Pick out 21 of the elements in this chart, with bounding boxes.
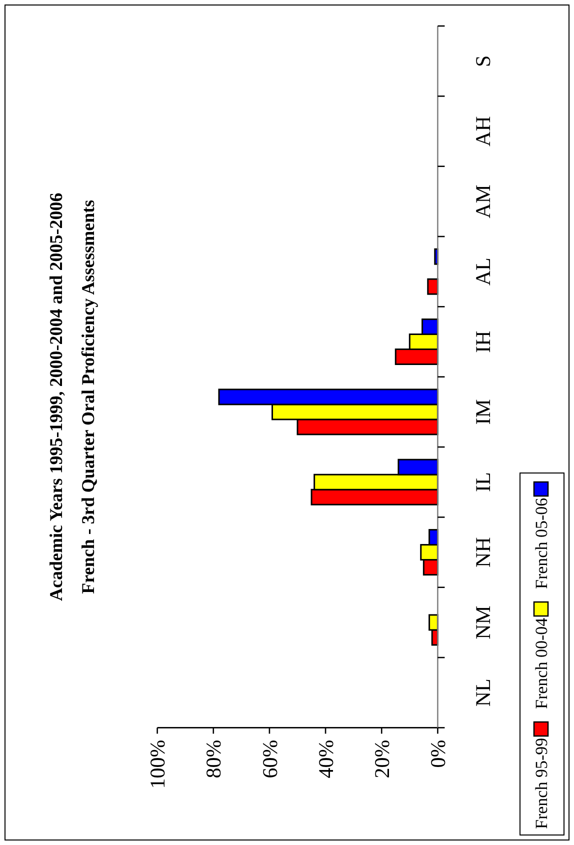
y-tick-label: IL (471, 472, 495, 492)
y-tick-label: S (471, 55, 495, 67)
y-tick-label: IH (471, 330, 495, 353)
text: French - 3rd Quarter Oral Proficiency Assessments (78, 200, 98, 594)
legend-label: French 95-99 (532, 738, 551, 829)
y-tick-label: AH (471, 116, 495, 146)
y-tick-label: IM (471, 398, 495, 425)
y-tick-label: AL (471, 258, 495, 286)
x-tick-label: 40% (314, 740, 338, 778)
x-tick-label: 100% (146, 740, 170, 789)
y-tick-label: NL (471, 678, 495, 707)
x-tick-label: 60% (258, 740, 282, 778)
y-tick-label: AM (471, 184, 495, 218)
x-tick-label: 80% (202, 740, 226, 778)
y-tick-label: NM (471, 605, 495, 640)
y-tick-label: NH (471, 537, 495, 568)
x-tick-label: 0% (426, 740, 450, 768)
text: Academic Years 1995-1999, 2000-2004 and 2005-2006 (46, 192, 66, 601)
legend-label: French 05-06 (532, 498, 551, 589)
x-tick-label: 20% (370, 740, 394, 778)
legend-label: French 00-04 (532, 617, 551, 709)
